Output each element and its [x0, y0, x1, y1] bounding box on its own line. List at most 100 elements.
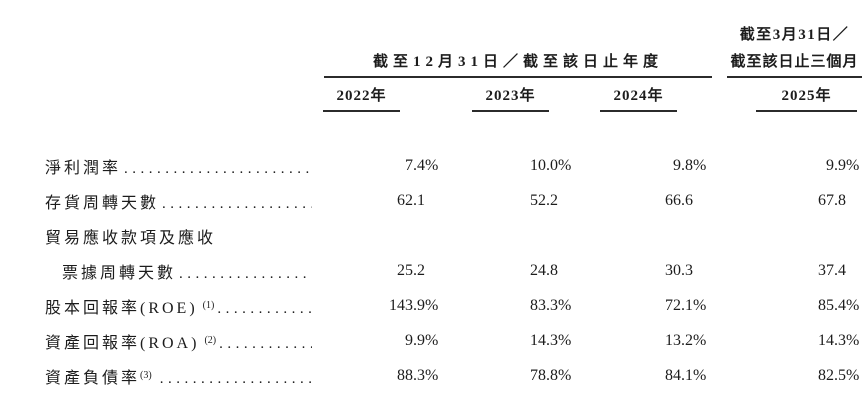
row-label-cell: 票據周轉天數..................................… [45, 259, 320, 283]
value-cell: 7.4% [320, 156, 439, 175]
table-body: 淨利潤率....................................… [45, 148, 860, 393]
group-header-annual-label: 截至12月31日／截至該日止年度 [372, 54, 663, 70]
value-number: 88.3 [397, 366, 425, 384]
value-number: 13.2 [665, 331, 693, 349]
percent-suffix: % [558, 366, 572, 384]
dot-leader: ........................................… [219, 335, 312, 352]
group-header-interim: 截至3月31日／ 截至該日止三個月 [705, 22, 862, 78]
table-row: 存貨周轉天數..................................… [45, 183, 858, 218]
value-number: 83.3 [530, 296, 558, 314]
value-number: 52.2 [530, 191, 558, 209]
value-cell: 52.2 [437, 192, 570, 210]
value-number: 82.5 [818, 366, 846, 384]
value-number: 9.9 [405, 331, 425, 349]
percent-suffix: % [425, 296, 439, 314]
value-number: 9.9 [826, 156, 846, 174]
group-header-interim-underline: 截至3月31日／ 截至該日止三個月 [727, 22, 862, 78]
year-header-spacer [45, 87, 320, 112]
value-number: 78.8 [530, 366, 558, 384]
row-label: 資產回報率(ROA) [45, 334, 200, 352]
value-cell: 14.3% [437, 331, 572, 350]
value-cell: 37.4 [705, 262, 858, 280]
percent-suffix: % [425, 156, 439, 174]
percent-suffix: % [558, 296, 572, 314]
percent-suffix: % [846, 331, 860, 349]
row-label-cell: 資產負債率(3)................................… [45, 364, 320, 388]
row-label-cell: 存貨周轉天數..................................… [45, 189, 320, 213]
value-number: 10.0 [530, 156, 558, 174]
table-row: 票據周轉天數..................................… [45, 253, 858, 288]
value-number: 143.9 [389, 296, 425, 314]
value-cell: 30.3 [570, 262, 705, 280]
value-number: 14.3 [530, 331, 558, 349]
row-label: 存貨周轉天數 [45, 194, 160, 212]
group-header-interim-line2: 截至該日止三個月 [730, 54, 859, 70]
row-label-cell: 貿易應收款項及應收 [45, 224, 320, 248]
table-row: 資產回報率(ROA)(2)...........................… [45, 323, 860, 358]
dot-leader: ........................................… [124, 160, 312, 177]
year-header-2023: 2023年 [437, 87, 570, 112]
table-row: 淨利潤率....................................… [45, 148, 860, 183]
value-number: 9.8 [673, 156, 693, 174]
dot-leader: ........................................… [217, 300, 312, 317]
percent-suffix: % [558, 156, 572, 174]
value-number: 37.4 [818, 261, 846, 279]
group-header-annual: 截至12月31日／截至該日止年度 [324, 22, 712, 78]
value-cell: 143.9% [320, 296, 439, 315]
percent-suffix: % [425, 331, 439, 349]
dot-leader: ........................................… [159, 370, 312, 387]
financial-ratios-table: 截至12月31日／截至該日止年度 截至3月31日／ 截至該日止三個月 2022年… [45, 0, 862, 393]
year-label: 2023年 [472, 87, 549, 112]
table-group-header: 截至12月31日／截至該日止年度 截至3月31日／ 截至該日止三個月 [45, 0, 862, 78]
row-label: 票據周轉天數 [62, 264, 177, 282]
table-row: 資產負債率(3)................................… [45, 358, 860, 393]
row-label-cell: 資產回報率(ROA)(2)...........................… [45, 329, 320, 353]
value-number: 25.2 [397, 261, 425, 279]
value-number: 85.4 [818, 296, 846, 314]
year-label: 2022年 [323, 87, 400, 112]
row-label: 淨利潤率 [45, 159, 122, 177]
value-cell: 82.5% [705, 366, 860, 385]
value-cell: 84.1% [570, 367, 706, 385]
year-label: 2024年 [600, 87, 677, 112]
row-label: 股本回報率(ROE) [45, 299, 198, 317]
value-cell: 25.2 [320, 262, 437, 280]
dot-leader: ........................................… [162, 195, 312, 212]
percent-suffix: % [846, 366, 860, 384]
percent-suffix: % [558, 331, 572, 349]
value-number: 30.3 [665, 261, 693, 279]
percent-suffix: % [425, 366, 439, 384]
value-cell: 9.9% [705, 156, 860, 175]
year-header-2022: 2022年 [320, 87, 437, 112]
group-header-annual-line1-empty [324, 22, 712, 48]
percent-suffix: % [693, 296, 707, 314]
row-label-cell: 股本回報率(ROE)(1)...........................… [45, 294, 320, 318]
percent-suffix: % [846, 156, 860, 174]
value-number: 67.8 [818, 191, 846, 209]
percent-suffix: % [693, 331, 707, 349]
value-number: 72.1 [665, 296, 693, 314]
value-cell: 85.4% [705, 296, 860, 315]
value-cell: 9.8% [570, 156, 706, 175]
value-cell: 83.3% [437, 296, 572, 315]
table-row: 股本回報率(ROE)(1)...........................… [45, 288, 860, 323]
year-header-2025: 2025年 [705, 87, 858, 112]
value-cell: 88.3% [320, 366, 439, 385]
value-cell: 62.1 [320, 192, 437, 210]
row-label: 資產負債率 [45, 369, 141, 387]
value-cell: 10.0% [437, 156, 572, 175]
value-number: 14.3 [818, 331, 846, 349]
percent-suffix: % [846, 296, 860, 314]
value-cell: 67.8 [705, 192, 858, 210]
table-row: 貿易應收款項及應收 [45, 218, 858, 253]
value-cell: 24.8 [437, 262, 570, 280]
group-header-interim-line1: 截至3月31日／ [739, 27, 850, 43]
year-label: 2025年 [756, 87, 857, 112]
table-year-header-row: 2022年 2023年 2024年 2025年 [45, 87, 858, 112]
value-cell: 13.2% [570, 331, 707, 350]
value-cell: 14.3% [705, 331, 860, 350]
header-spacer [45, 22, 320, 78]
row-label: 貿易應收款項及應收 [45, 229, 217, 247]
value-cell: 72.1% [570, 296, 707, 315]
